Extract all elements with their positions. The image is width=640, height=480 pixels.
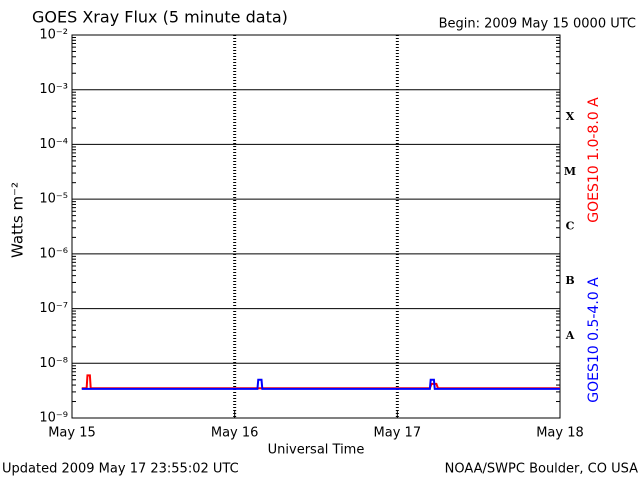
chart-subtitle: Begin: 2009 May 15 0000 UTC [439, 17, 636, 32]
x-tick-label: May 16 [211, 426, 259, 441]
y-tick-label: 10⁻³ [39, 82, 68, 97]
y-axis-label: Watts m⁻² [9, 182, 27, 258]
y-tick-label: 10⁻² [39, 28, 68, 43]
flare-class: C [566, 220, 575, 233]
flare-class: X [566, 110, 575, 123]
y-tick-label: 10⁻⁷ [39, 301, 68, 316]
x-axis-label: Universal Time [268, 443, 365, 458]
footer-left: Updated 2009 May 17 23:55:02 UTC [2, 462, 239, 477]
x-tick-label: May 15 [48, 426, 96, 441]
x-tick-label: May 17 [374, 426, 422, 441]
footer-right: NOAA/SWPC Boulder, CO USA [445, 462, 638, 477]
chart-title: GOES Xray Flux (5 minute data) [32, 8, 288, 27]
legend-label: GOES10 1.0-8.0 A [586, 97, 602, 223]
flare-class: A [565, 329, 575, 342]
y-tick-label: 10⁻⁸ [39, 356, 68, 371]
flare-class: B [565, 274, 574, 287]
series-line [81, 378, 560, 390]
flare-class: M [564, 165, 576, 178]
x-tick-label: May 18 [536, 426, 584, 441]
y-tick-label: 10⁻⁵ [39, 192, 68, 207]
y-tick-label: 10⁻⁶ [39, 246, 68, 261]
y-tick-label: 10⁻⁹ [39, 411, 68, 426]
legend-label: GOES10 0.5-4.0 A [586, 277, 602, 403]
series-line [81, 374, 560, 390]
y-tick-label: 10⁻⁴ [39, 137, 68, 152]
